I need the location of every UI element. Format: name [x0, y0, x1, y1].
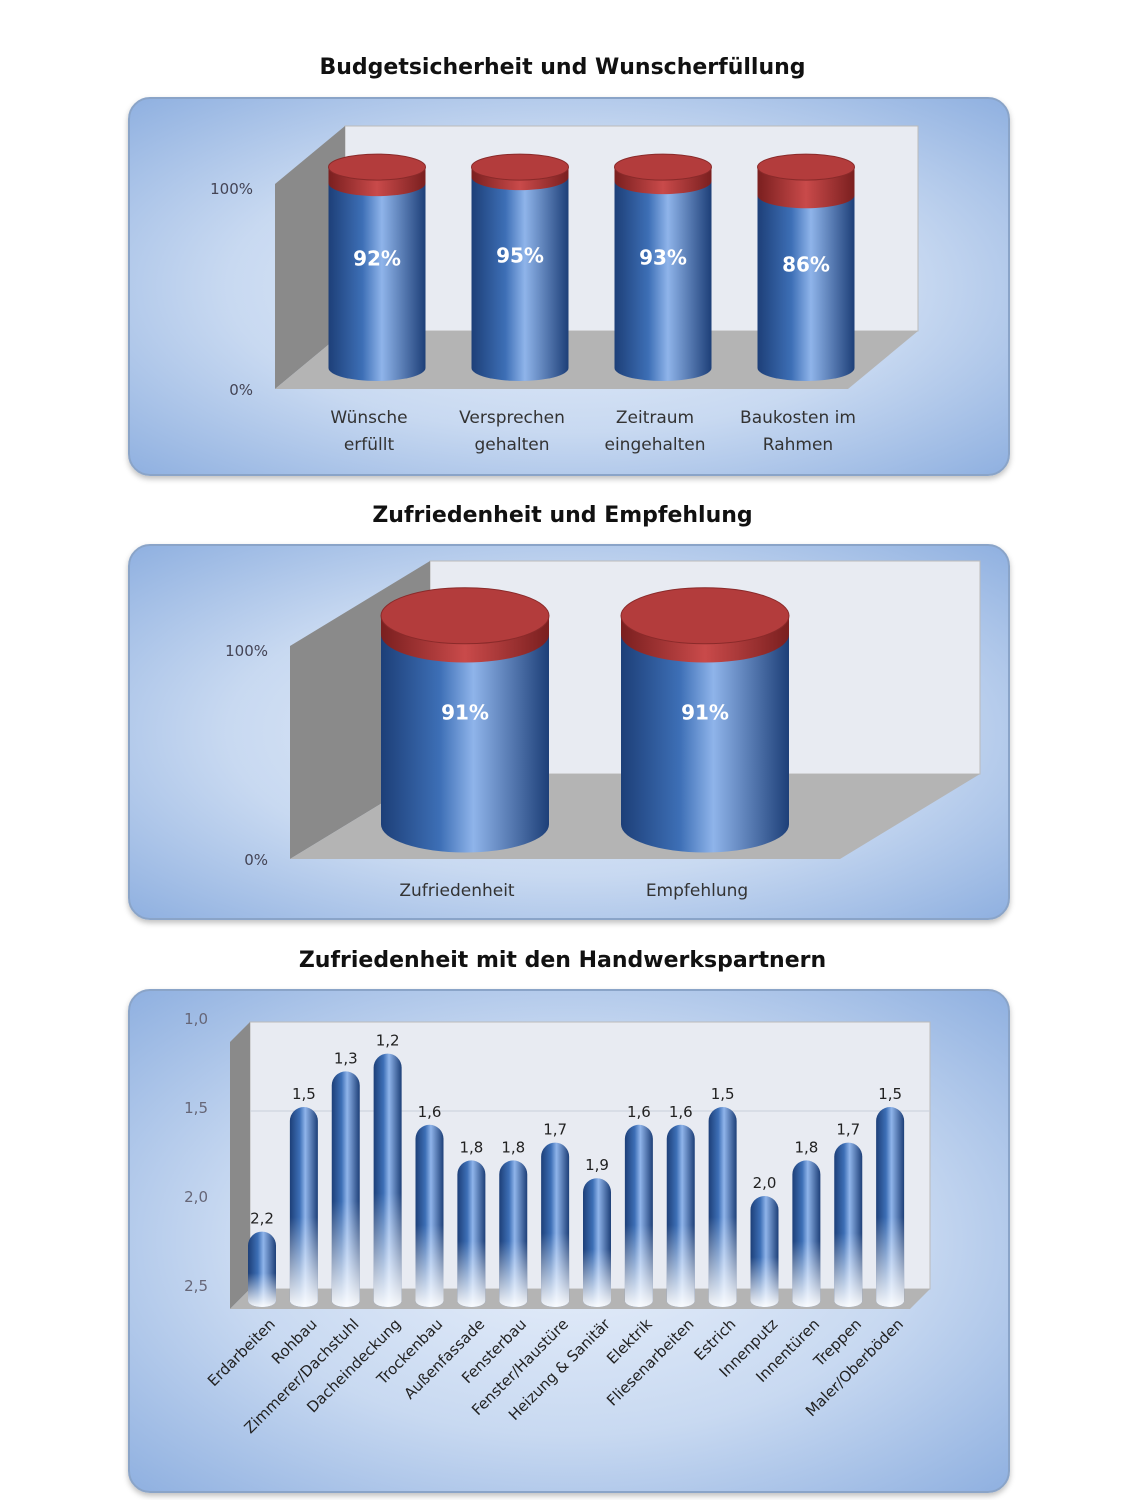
chart2-ytick-1: 100% — [225, 642, 268, 660]
chart1-floor — [275, 331, 918, 389]
chart1-title: Budgetsicherheit und Wunscherfüllung — [319, 55, 806, 80]
chart3-data-label-10: 1,6 — [669, 1103, 693, 1121]
chart2-category-label-0: Zufriedenheit — [399, 881, 515, 901]
chart3-data-label-15: 1,5 — [878, 1085, 902, 1103]
chart1-plot: 0% 100% 92% Wünsche erfüllt 95% Versprechen geh… — [210, 125, 919, 455]
chart1-cap-1 — [471, 153, 569, 181]
chart1-cap-0 — [328, 153, 426, 181]
chart2-plot: 0% 100% 91% Zufriedenheit 91% Empfehlung — [225, 560, 981, 901]
chart3-bar-shade-8 — [583, 1178, 611, 1307]
chart1-category-label-2-line0: Zeitraum — [616, 408, 694, 428]
chart1-category-label-1-line0: Versprechen — [459, 408, 565, 428]
chart3-bar-shade-9 — [624, 1124, 653, 1307]
chart3-bar-shade-12 — [750, 1196, 779, 1307]
chart3-bar-shade-14 — [834, 1142, 863, 1307]
chart1-category-label-2-line1: eingehalten — [604, 435, 705, 455]
chart3-data-label-9: 1,6 — [627, 1103, 651, 1121]
chart1-category-label-0-line0: Wünsche — [330, 408, 407, 428]
chart3-bar-shade-13 — [792, 1160, 821, 1307]
chart2-bar-0 — [381, 634, 549, 853]
chart3-bar-shade-4 — [415, 1124, 444, 1307]
chart3-title: Zufriedenheit mit den Handwerkspartnern — [298, 948, 827, 973]
chart2-data-label-0: 91% — [441, 701, 489, 725]
chart3-panel: 1,0 1,5 2,0 2,5 2,2 Erdarbeiten 1,5 Rohbau 1,3 Zi… — [128, 989, 1010, 1493]
chart3-ytick-0: 1,0 — [184, 1010, 208, 1028]
chart3-data-label-4: 1,6 — [418, 1103, 442, 1121]
chart1-bar-2 — [614, 181, 712, 381]
chart1-panel: 0% 100% 92% Wünsche erfüllt 95% Versprechen geh… — [128, 97, 1010, 476]
chart2-category-label-1: Empfehlung — [646, 881, 748, 901]
chart3-bar-shade-10 — [666, 1124, 695, 1307]
chart3-ytick-3: 2,5 — [184, 1277, 208, 1295]
chart3-data-label-11: 1,5 — [711, 1085, 735, 1103]
chart1-category-label-3-line1: Rahmen — [763, 435, 833, 455]
chart3-bar-shade-3 — [373, 1053, 402, 1307]
chart1-ytick-0: 0% — [229, 381, 253, 399]
chart3-ytick-1: 1,5 — [184, 1099, 208, 1117]
chart1-category-label-0-line1: erfüllt — [344, 435, 395, 455]
chart1-ytick-1: 100% — [210, 180, 253, 198]
chart3-data-label-7: 1,7 — [543, 1121, 567, 1139]
chart2-panel: 0% 100% 91% Zufriedenheit 91% Empfehlung — [128, 544, 1010, 920]
chart1-data-label-3: 86% — [782, 253, 830, 277]
chart3-category-label-0: Erdarbeiten — [204, 1315, 279, 1390]
chart2-data-label-1: 91% — [681, 701, 729, 725]
chart2-cap-0 — [380, 587, 550, 645]
chart3-bar-shade-1 — [289, 1107, 318, 1307]
chart3-data-label-6: 1,8 — [501, 1138, 525, 1156]
chart3-bar-shade-6 — [499, 1160, 528, 1307]
chart3-data-label-13: 1,8 — [794, 1138, 818, 1156]
chart2-title: Zufriedenheit und Empfehlung — [372, 503, 753, 528]
chart3-bar-shade-2 — [331, 1071, 360, 1307]
chart1-data-label-1: 95% — [496, 244, 544, 268]
chart2-ytick-0: 0% — [244, 851, 268, 869]
chart2-bar-1 — [621, 634, 789, 853]
chart1-data-label-0: 92% — [353, 247, 401, 271]
chart3-data-label-3: 1,2 — [376, 1032, 400, 1050]
chart3-bar-shade-7 — [541, 1142, 570, 1307]
chart1-cap-3 — [757, 153, 855, 181]
chart3-bar-shade-5 — [457, 1160, 486, 1307]
chart3-data-label-1: 1,5 — [292, 1085, 316, 1103]
chart3-data-label-14: 1,7 — [836, 1121, 860, 1139]
chart3-data-label-2: 1,3 — [334, 1049, 358, 1067]
chart3-bar-shade-0 — [248, 1231, 276, 1307]
chart3-side-wall — [230, 1022, 250, 1309]
chart3-data-label-0: 2,2 — [250, 1210, 274, 1228]
chart2-cap-1 — [620, 587, 790, 645]
chart1-cap-2 — [614, 153, 712, 181]
chart3-plot: 1,01,52,02,52,2Erdarbeiten1,5Rohbau1,3Zi… — [184, 1010, 931, 1437]
chart1-bar-0 — [328, 183, 426, 381]
chart1-data-label-2: 93% — [639, 246, 687, 270]
chart3-ytick-2: 2,0 — [184, 1188, 208, 1206]
chart3-data-label-12: 2,0 — [753, 1174, 777, 1192]
chart1-bar-3 — [757, 195, 855, 381]
chart1-bar-1 — [471, 177, 569, 381]
chart3-data-label-5: 1,8 — [459, 1138, 483, 1156]
chart3-bar-shade-11 — [708, 1107, 737, 1307]
chart1-category-label-1-line1: gehalten — [474, 435, 549, 455]
chart3-bar-shade-15 — [876, 1107, 905, 1307]
chart3-data-label-8: 1,9 — [585, 1156, 609, 1174]
chart1-category-label-3-line0: Baukosten im — [740, 408, 856, 428]
chart1-side-wall — [275, 126, 345, 389]
